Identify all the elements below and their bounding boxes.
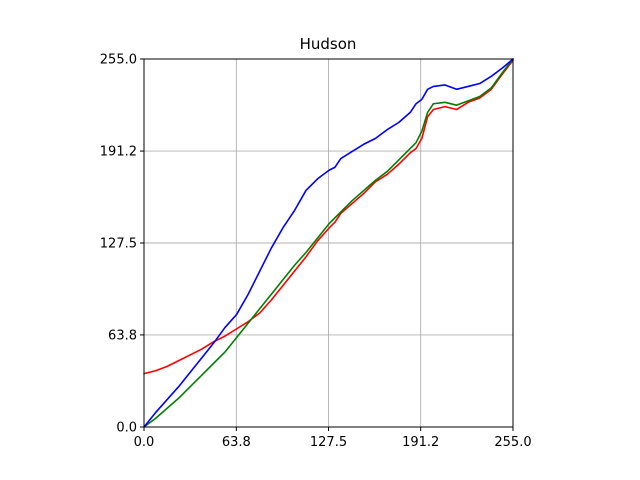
x-tick-label-1: 63.8 xyxy=(222,435,251,450)
chart-title: Hudson xyxy=(300,35,357,53)
series-line-2 xyxy=(143,58,514,428)
x-tick-label-0: 0.0 xyxy=(134,435,155,450)
tick-layer: 0.0 63.8 127.5 191.2 255.0 0.0 63.8 127.5 191.2 2… xyxy=(100,53,532,451)
y-tick-label-0: 0.0 xyxy=(116,421,137,436)
y-tick-label-4: 255.0 xyxy=(100,53,137,68)
series-line-0 xyxy=(143,59,514,375)
series-layer xyxy=(143,58,514,428)
y-tick-label-3: 191.2 xyxy=(100,145,137,160)
y-tick-label-2: 127.5 xyxy=(100,237,137,252)
series-line-1 xyxy=(143,58,514,428)
x-tick-label-2: 127.5 xyxy=(310,435,347,450)
y-tick-label-1: 63.8 xyxy=(108,328,137,343)
x-tick-label-3: 191.2 xyxy=(402,435,439,450)
grid-layer xyxy=(143,58,514,428)
x-tick-label-4: 255.0 xyxy=(494,435,531,450)
